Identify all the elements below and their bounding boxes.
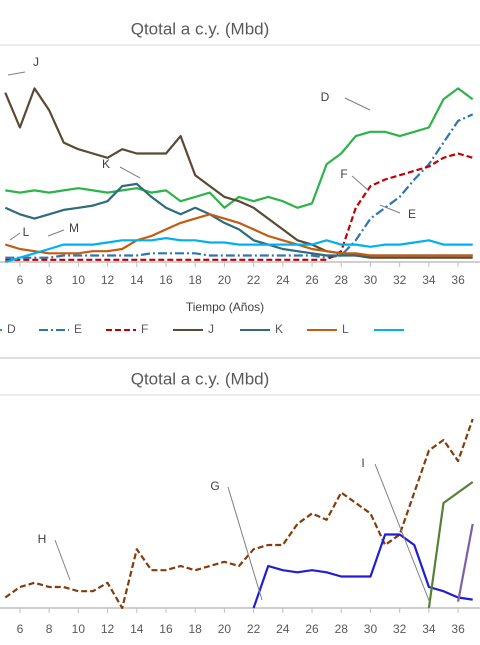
legend-label: D	[7, 322, 16, 336]
series-line	[5, 113, 474, 259]
x-tick-label: 14	[130, 273, 144, 287]
leader-line	[351, 175, 369, 191]
leader-line	[227, 486, 263, 601]
leader-line	[54, 539, 71, 581]
series-line	[4, 237, 473, 264]
x-tick-label: 28	[335, 273, 349, 287]
leader-line	[344, 97, 371, 111]
x-tick-label: 24	[276, 273, 290, 287]
x-tick-label: 26	[305, 622, 319, 636]
annotation: J	[33, 55, 39, 69]
x-tick-label: 18	[189, 273, 203, 287]
annotation: G	[210, 479, 219, 493]
annotation: E	[408, 207, 416, 221]
x-tick-label: 34	[422, 273, 436, 287]
series-line	[457, 523, 474, 602]
annotation: I	[361, 456, 364, 470]
x-tick-label: 32	[393, 622, 407, 636]
x-tick-label: 30	[364, 273, 378, 287]
series-line	[4, 87, 473, 259]
leader-line	[379, 204, 401, 214]
leader-line	[9, 232, 21, 241]
x-tick-label: 12	[101, 273, 115, 287]
legend-label: L	[342, 322, 349, 336]
leader-line	[119, 166, 141, 179]
x-tick-label: 32	[393, 273, 407, 287]
x-tick-label: 22	[247, 273, 261, 287]
x-tick-label: 12	[101, 622, 115, 636]
series-line	[5, 87, 474, 209]
x-axis-label: Tiempo (Años)	[186, 300, 264, 314]
x-tick-label: 10	[72, 273, 86, 287]
x-tick-label: 6	[17, 622, 24, 636]
x-tick-label: 14	[130, 622, 144, 636]
x-tick-label: 36	[451, 622, 465, 636]
leader-line	[7, 71, 26, 76]
x-tick-label: 24	[276, 622, 290, 636]
leader-line	[374, 463, 431, 604]
x-tick-label: 10	[72, 622, 86, 636]
chart-title: Qtotal a c.y. (Mbd)	[131, 19, 270, 38]
annotation: K	[102, 157, 110, 171]
series-line	[5, 152, 474, 261]
x-tick-label: 16	[159, 622, 173, 636]
annotation: L	[23, 225, 30, 239]
legend-label: E	[74, 322, 82, 336]
series-line	[4, 213, 473, 257]
x-tick-label: 8	[46, 622, 53, 636]
annotation: H	[38, 532, 47, 546]
x-tick-label: 20	[218, 622, 232, 636]
legend-label: K	[275, 322, 283, 336]
x-tick-label: 16	[159, 273, 173, 287]
annotation: F	[340, 167, 347, 181]
legend-label: F	[141, 322, 148, 336]
x-tick-label: 22	[247, 622, 261, 636]
x-tick-label: 6	[17, 273, 24, 287]
chart-title: Qtotal a c.y. (Mbd)	[131, 369, 270, 388]
x-tick-label: 34	[422, 622, 436, 636]
series-line	[4, 418, 474, 610]
x-tick-label: 28	[335, 622, 349, 636]
x-tick-label: 30	[364, 622, 378, 636]
annotation: D	[321, 90, 330, 104]
series-line	[427, 481, 474, 609]
x-tick-label: 20	[218, 273, 232, 287]
legend-label: J	[208, 322, 214, 336]
annotation: M	[69, 221, 79, 235]
x-tick-label: 18	[189, 622, 203, 636]
x-tick-label: 26	[305, 273, 319, 287]
series-line	[252, 533, 473, 609]
x-tick-label: 36	[451, 273, 465, 287]
x-tick-label: 8	[46, 273, 53, 287]
leader-line	[47, 229, 65, 237]
